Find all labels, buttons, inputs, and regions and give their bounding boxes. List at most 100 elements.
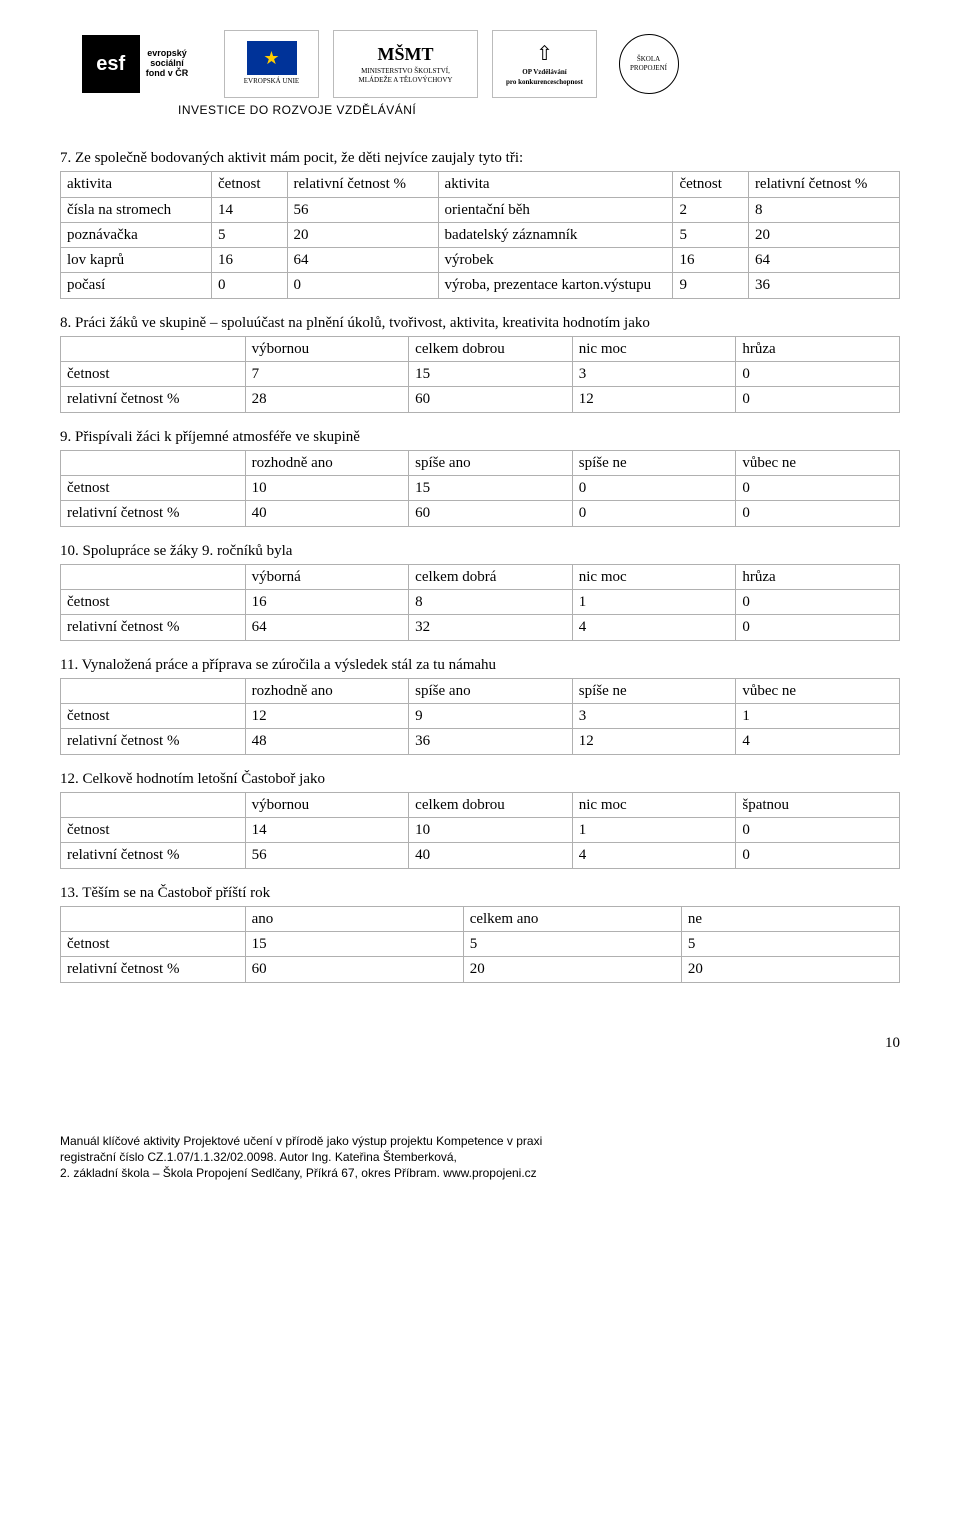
cell: hrůza — [736, 564, 900, 589]
cell: 0 — [736, 387, 900, 412]
cell: 32 — [409, 615, 573, 640]
q8-table: výbornoucelkem dobrounic mochrůza četnos… — [60, 336, 900, 413]
q7-title: 7. Ze společně bodovaných aktivit mám po… — [60, 148, 900, 168]
cell: rozhodně ano — [245, 450, 409, 475]
cell: 0 — [287, 273, 438, 298]
cell: špatnou — [736, 792, 900, 817]
cell: 14 — [212, 197, 288, 222]
cell — [61, 336, 246, 361]
cell: 7 — [245, 362, 409, 387]
cell: 1 — [572, 590, 736, 615]
cell: výrobek — [438, 248, 673, 273]
cell: 16 — [245, 590, 409, 615]
cell: 48 — [245, 729, 409, 754]
q12-table: výbornoucelkem dobrounic mocšpatnou četn… — [60, 792, 900, 869]
cell: výbornou — [245, 792, 409, 817]
cell: vůbec ne — [736, 450, 900, 475]
cell: badatelský záznamník — [438, 222, 673, 247]
cell: nic moc — [572, 564, 736, 589]
msmt-icon: MŠMT — [378, 42, 434, 66]
cell: 0 — [736, 501, 900, 526]
footer: Manuál klíčové aktivity Projektové učení… — [60, 1133, 900, 1182]
cell: relativní četnost % — [61, 957, 246, 982]
cell: lov kaprů — [61, 248, 212, 273]
cell: spíše ano — [409, 450, 573, 475]
header-logos: esf evropský sociální fond v ČR ★ EVROPS… — [60, 30, 900, 98]
cell: čísla na stromech — [61, 197, 212, 222]
cell: 10 — [245, 476, 409, 501]
skola-icon: ŠKOLA PROPOJENÍ — [619, 34, 679, 94]
cell: 4 — [572, 843, 736, 868]
q9-table: rozhodně anospíše anospíše nevůbec ne če… — [60, 450, 900, 527]
cell: 9 — [673, 273, 749, 298]
esf-icon: esf — [82, 35, 140, 93]
cell: 56 — [287, 197, 438, 222]
cell: 16 — [673, 248, 749, 273]
cell: 0 — [736, 843, 900, 868]
cell — [61, 906, 246, 931]
cell — [61, 792, 246, 817]
cell: 0 — [736, 362, 900, 387]
cell: 5 — [681, 932, 899, 957]
q12-title: 12. Celkově hodnotím letošní Častoboř ja… — [60, 769, 900, 789]
cell: aktivita — [438, 172, 673, 197]
cell: 8 — [748, 197, 899, 222]
q7-table: aktivita četnost relativní četnost % akt… — [60, 171, 900, 298]
cell: rozhodně ano — [245, 678, 409, 703]
cell: spíše ne — [572, 678, 736, 703]
cell — [61, 450, 246, 475]
invest-tagline: INVESTICE DO ROZVOJE VZDĚLÁVÁNÍ — [178, 102, 900, 118]
q10-title: 10. Spolupráce se žáky 9. ročníků byla — [60, 541, 900, 561]
cell: 20 — [463, 957, 681, 982]
cell: 60 — [409, 387, 573, 412]
logo-esf: esf evropský sociální fond v ČR — [60, 30, 210, 98]
op-icon: ⇧ — [536, 41, 553, 68]
cell: relativní četnost % — [61, 843, 246, 868]
cell: 4 — [572, 615, 736, 640]
cell: výroba, prezentace karton.výstupu — [438, 273, 673, 298]
cell: 56 — [245, 843, 409, 868]
cell: celkem ano — [463, 906, 681, 931]
q9-title: 9. Přispívali žáci k příjemné atmosféře … — [60, 427, 900, 447]
cell: relativní četnost % — [61, 729, 246, 754]
footer-line3: 2. základní škola – Škola Propojení Sedl… — [60, 1165, 900, 1181]
cell: 60 — [409, 501, 573, 526]
cell: 64 — [245, 615, 409, 640]
cell: relativní četnost % — [61, 615, 246, 640]
cell: četnost — [212, 172, 288, 197]
cell: celkem dobrou — [409, 336, 573, 361]
cell — [61, 564, 246, 589]
cell: četnost — [61, 818, 246, 843]
footer-line1: Manuál klíčové aktivity Projektové učení… — [60, 1133, 900, 1149]
cell: spíše ano — [409, 678, 573, 703]
cell — [61, 678, 246, 703]
cell: relativní četnost % — [287, 172, 438, 197]
q13-table: anocelkem anone četnost1555 relativní če… — [60, 906, 900, 983]
cell: výborná — [245, 564, 409, 589]
logo-msmt: MŠMT MINISTERSTVO ŠKOLSTVÍ, MLÁDEŽE A TĚ… — [333, 30, 478, 98]
cell: 0 — [212, 273, 288, 298]
cell: četnost — [61, 590, 246, 615]
cell: 40 — [409, 843, 573, 868]
msmt-text: MINISTERSTVO ŠKOLSTVÍ, MLÁDEŽE A TĚLOVÝC… — [359, 67, 453, 86]
cell: 64 — [287, 248, 438, 273]
esf-text: evropský sociální fond v ČR — [146, 49, 189, 79]
q10-table: výbornácelkem dobránic mochrůza četnost1… — [60, 564, 900, 641]
cell: ano — [245, 906, 463, 931]
cell: 20 — [748, 222, 899, 247]
eu-text: EVROPSKÁ UNIE — [244, 77, 299, 86]
cell: 28 — [245, 387, 409, 412]
cell: 1 — [572, 818, 736, 843]
cell: 3 — [572, 704, 736, 729]
cell: 10 — [409, 818, 573, 843]
logo-eu: ★ EVROPSKÁ UNIE — [224, 30, 319, 98]
table-row: aktivita četnost relativní četnost % akt… — [61, 172, 900, 197]
cell: 15 — [409, 476, 573, 501]
cell: 5 — [212, 222, 288, 247]
cell: ne — [681, 906, 899, 931]
q8-title: 8. Práci žáků ve skupině – spoluúčast na… — [60, 313, 900, 333]
cell: četnost — [61, 362, 246, 387]
logo-skola: ŠKOLA PROPOJENÍ — [611, 30, 686, 98]
cell: aktivita — [61, 172, 212, 197]
cell: celkem dobrá — [409, 564, 573, 589]
